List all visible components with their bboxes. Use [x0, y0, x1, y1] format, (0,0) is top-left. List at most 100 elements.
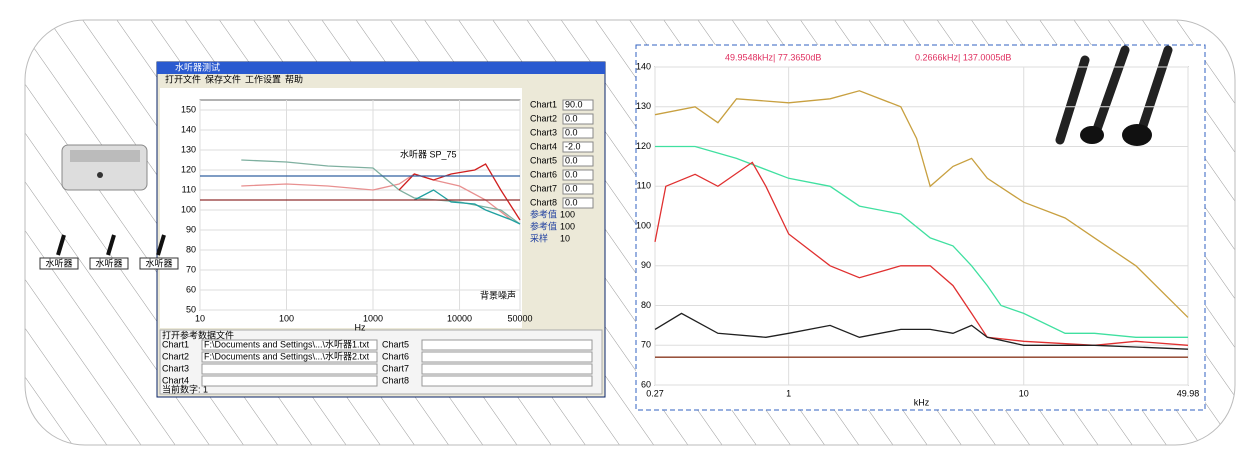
status: 当前数字: 1: [162, 383, 208, 394]
channel-name: Chart4: [530, 141, 557, 151]
file-box: [421, 339, 593, 351]
y-tick-label: 60: [641, 379, 651, 389]
channel-name: Chart8: [530, 197, 557, 207]
x-tick-label: 10: [1019, 388, 1029, 398]
channel-value: 90.0: [565, 99, 583, 109]
y-tick-label: 150: [181, 104, 196, 114]
file-box: [201, 375, 378, 387]
channel-value-box: [562, 197, 594, 209]
y-tick-label: 70: [641, 340, 651, 350]
spectrum-line: [654, 90, 1189, 318]
channel-value-box: [562, 169, 594, 181]
x-tick-label: 49.98: [1177, 388, 1200, 398]
y-tick-label: 100: [636, 220, 651, 230]
channel-value: 0.0: [565, 155, 578, 165]
y-tick-label: 110: [637, 181, 651, 191]
title-bar: [157, 62, 605, 74]
toolbar-item: 工作设置: [245, 73, 281, 84]
setting-label: 参考值: [530, 208, 557, 219]
cursor-readout: 0.2666kHz| 137.0005dB: [915, 52, 1011, 62]
annotation: 背景噪声: [480, 289, 516, 300]
file-channel: Chart2: [162, 351, 189, 361]
x-axis-label: kHz: [914, 397, 930, 407]
file-channel: Chart7: [382, 363, 409, 373]
x-tick-label: 50000: [507, 313, 532, 323]
y-tick-label: 100: [181, 204, 196, 214]
x-axis-label: Hz: [355, 322, 366, 332]
channel-value-box: [562, 155, 594, 167]
window-title: 水听器测试: [175, 61, 220, 72]
x-tick-label: 10000: [447, 313, 472, 323]
hydrophone-icon: [56, 234, 66, 256]
hydrophone-icon: [156, 234, 166, 256]
hydrophone-label: 水听器: [145, 257, 172, 268]
label-box: [139, 257, 179, 270]
toolbar-item: 打开文件: [165, 73, 201, 84]
annotation: 水听器 SP_75: [400, 148, 457, 159]
channel-value: 0.0: [565, 169, 578, 179]
channel-value: 0.0: [565, 127, 578, 137]
spectrum-line: [398, 163, 521, 221]
setting-label: 采样: [530, 232, 548, 243]
hydrophone-photo: [1035, 45, 1200, 150]
y-tick-label: 90: [186, 224, 196, 234]
file-channel: Chart8: [382, 375, 409, 385]
label-box: [89, 257, 129, 270]
channel-value-box: [562, 127, 594, 139]
setting-value: 100: [560, 209, 575, 219]
file-channel: Chart5: [382, 339, 409, 349]
y-tick-label: 140: [181, 124, 196, 134]
file-path: F:\Documents and Settings\...\水听器1.txt: [204, 338, 370, 349]
plot-panel: [160, 88, 522, 328]
hydrophone-icon: [106, 234, 116, 256]
file-panel-title: 打开参考数据文件: [162, 329, 234, 340]
spectrum-line: [654, 312, 1189, 350]
y-tick-label: 50: [186, 304, 196, 314]
y-tick-label: 120: [636, 141, 651, 151]
setting-label: 参考值: [530, 220, 557, 231]
channel-value: 0.0: [565, 197, 578, 207]
y-tick-label: 130: [636, 101, 651, 111]
channel-value-box: [562, 183, 594, 195]
file-box: [201, 351, 378, 363]
channel-value: -2.0: [565, 141, 581, 151]
channel-name: Chart5: [530, 155, 557, 165]
y-tick-label: 130: [181, 144, 196, 154]
y-tick-label: 140: [636, 61, 651, 71]
file-box: [421, 351, 593, 363]
y-tick-label: 80: [186, 244, 196, 254]
x-tick-label: 0.27: [646, 388, 664, 398]
x-tick-label: 10: [195, 313, 205, 323]
y-tick-label: 110: [182, 184, 196, 194]
x-tick-label: 100: [279, 313, 294, 323]
y-tick-label: 70: [186, 264, 196, 274]
spectrum-line: [241, 173, 512, 221]
label-box: [39, 257, 79, 270]
channel-name: Chart6: [530, 169, 557, 179]
setting-value: 10: [560, 233, 570, 243]
channel-value-box: [562, 141, 594, 153]
spectrum-line: [654, 161, 1189, 346]
cursor-readout: 49.9548kHz| 77.3650dB: [725, 52, 821, 62]
channel-value-box: [562, 113, 594, 125]
channel-name: Chart7: [530, 183, 557, 193]
y-tick-label: 60: [186, 284, 196, 294]
channel-value: 0.0: [565, 113, 578, 123]
spectrum-line: [413, 189, 521, 225]
file-box: [201, 363, 378, 375]
hydrophone-label: 水听器: [45, 257, 72, 268]
x-tick-label: 1000: [363, 313, 383, 323]
channel-value: 0.0: [565, 183, 578, 193]
channel-name: Chart3: [530, 127, 557, 137]
channel-value-box: [562, 99, 594, 111]
file-channel: Chart3: [162, 363, 189, 373]
y-tick-label: 80: [641, 300, 651, 310]
file-box: [421, 375, 593, 387]
file-box: [201, 339, 378, 351]
file-path: F:\Documents and Settings\...\水听器2.txt: [204, 350, 370, 361]
device: [61, 144, 148, 191]
toolbar-item: 帮助: [285, 73, 303, 84]
x-tick-label: 1: [786, 388, 791, 398]
